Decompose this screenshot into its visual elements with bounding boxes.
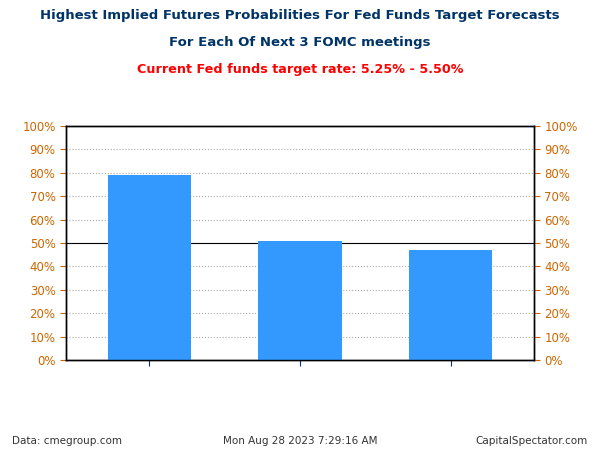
Bar bbox=[107, 175, 191, 360]
Text: Mon Aug 28 2023 7:29:16 AM: Mon Aug 28 2023 7:29:16 AM bbox=[223, 436, 377, 446]
Text: CapitalSpectator.com: CapitalSpectator.com bbox=[476, 436, 588, 446]
Text: Current Fed funds target rate: 5.25% - 5.50%: Current Fed funds target rate: 5.25% - 5… bbox=[137, 63, 463, 76]
Text: Data: cmegroup.com: Data: cmegroup.com bbox=[12, 436, 122, 446]
Bar bbox=[259, 241, 341, 360]
Text: For Each Of Next 3 FOMC meetings: For Each Of Next 3 FOMC meetings bbox=[169, 36, 431, 49]
Bar bbox=[409, 250, 493, 360]
Text: Highest Implied Futures Probabilities For Fed Funds Target Forecasts: Highest Implied Futures Probabilities Fo… bbox=[40, 9, 560, 22]
